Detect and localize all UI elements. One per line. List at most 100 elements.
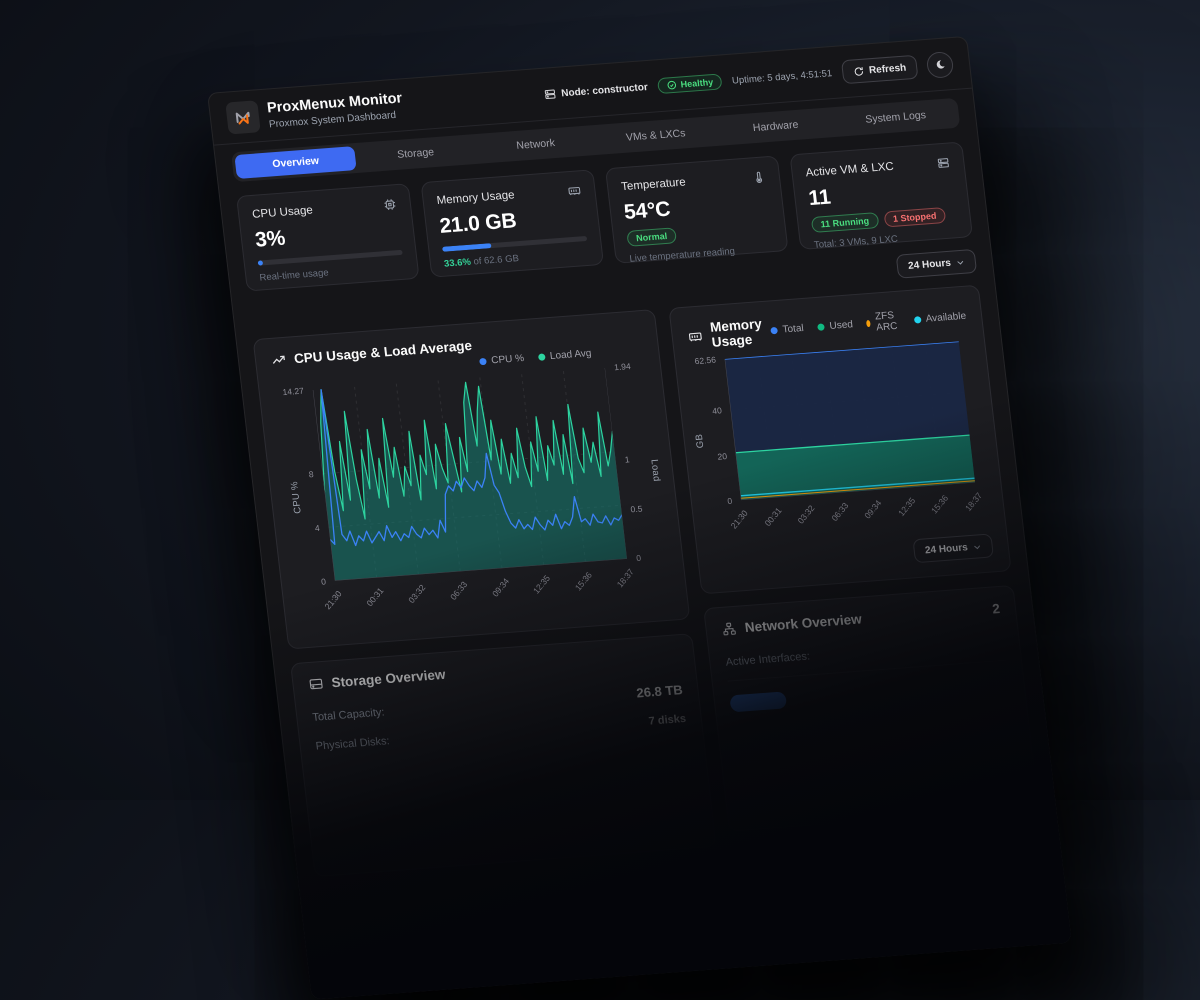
legend-item: Used (817, 319, 853, 333)
temperature-caption: Live temperature reading (628, 245, 736, 265)
theme-toggle-button[interactable] (925, 51, 955, 79)
storage-overview-card: Storage Overview Total Capacity: 26.8 TB… (290, 633, 717, 878)
series-line-CPU % (313, 368, 624, 547)
charts-grid: CPU Usage & Load Average CPU % Load Avg 1… (252, 284, 1041, 878)
network-icon (723, 622, 737, 636)
refresh-button[interactable]: Refresh (840, 54, 919, 85)
legend-item: ZFS ARC (866, 310, 902, 334)
memory-icon (568, 186, 581, 196)
memory-chart: 62.56 40 20 0 21:30 00:31 03:32 06:33 09:34 12:3… (690, 335, 990, 547)
network-overview-card: Network Overview 2 Active Interfaces: (703, 584, 1040, 832)
axis-tick: 62.56 (694, 354, 717, 367)
x-axis-label: 21:30 (322, 588, 344, 612)
trending-up-icon (272, 355, 285, 364)
axis-tick: 20 (716, 450, 728, 462)
x-axis-label: 18:37 (962, 490, 985, 514)
vm-running-badge: 11 Running (810, 212, 879, 233)
legend-dot (866, 319, 872, 327)
vm-stack-icon (937, 158, 949, 168)
x-axis-label: 06:33 (447, 579, 469, 602)
memory-caption: 33.6% of 62.6 GB (443, 253, 520, 270)
axis-tick: 8 (308, 469, 315, 480)
x-axis-label: 09:34 (862, 497, 884, 521)
series-area-Load Avg (320, 382, 628, 581)
x-axis-label: 12:35 (531, 573, 553, 596)
node-name: Node: constructor (560, 81, 649, 99)
y-axis-line (313, 390, 335, 581)
refresh-icon (854, 66, 863, 76)
vm-stopped-badge: 1 Stopped (883, 207, 947, 228)
x-axis-label: 18:37 (614, 566, 637, 590)
series-line-Available (741, 478, 975, 496)
axis-tick: 1.94 (613, 361, 632, 373)
health-badge: Healthy (656, 73, 723, 95)
cpu-load-chart-card: CPU Usage & Load Average CPU % Load Avg 1… (252, 309, 691, 650)
chevron-down-icon (974, 544, 981, 549)
x-axis-label: 21:30 (728, 508, 750, 531)
x-axis-label: 03:32 (406, 582, 428, 606)
legend-dot (817, 322, 825, 331)
vm-card-title: Active VM & LXC (805, 160, 895, 180)
y-axis-line (725, 359, 741, 500)
legend-item: Load Avg (537, 348, 592, 363)
active-vm-lxc-card: Active VM & LXC 11 11 Running 1 Stopped … (789, 141, 974, 251)
storage-title: Storage Overview (330, 666, 447, 691)
axis-tick: 14.27 (281, 385, 305, 398)
app-titles: ProxMenux Monitor Proxmox System Dashboa… (266, 91, 404, 131)
vm-caption: Total: 3 VMs, 9 LXC (813, 233, 899, 251)
proxmenux-m-icon (235, 111, 250, 125)
cpu-card-title: CPU Usage (251, 204, 314, 221)
memory-plot (724, 341, 976, 501)
temperature-card: Temperature 54°C Normal Live temperature… (604, 155, 789, 265)
x-axis-line (335, 559, 627, 581)
moon-icon (936, 60, 945, 69)
proxmenux-logo (225, 100, 261, 135)
legend-item: Total (770, 322, 804, 335)
chevron-down-icon (957, 260, 964, 265)
x-axis-label: 15:36 (573, 569, 595, 593)
memory-chart-title: Memory Usage (709, 316, 763, 350)
cpu-value: 3% (253, 226, 287, 252)
legend-dot (913, 315, 922, 324)
memory-icon (689, 332, 702, 341)
memory-value: 21.0 GB (438, 209, 518, 238)
right-column: Memory Usage Total Used ZFS ARC Available 6… (668, 284, 1040, 832)
cpu-usage-card: CPU Usage 3% Real-time usage (236, 183, 420, 292)
series-line-Used (736, 435, 970, 453)
node-label: Node: constructor (544, 81, 649, 101)
active-interfaces-row: Active Interfaces: (724, 631, 1006, 682)
x-axis-line (741, 482, 975, 500)
time-range-bar: 24 Hours (248, 248, 978, 327)
proxmenux-dashboard: ProxMenux Monitor Proxmox System Dashboa… (207, 35, 1072, 1000)
series-area-Used (735, 435, 976, 501)
x-axis-label: 03:32 (795, 503, 817, 526)
interface-badge (729, 691, 788, 713)
total-capacity-value: 26.8 TB (635, 682, 684, 701)
physical-disks-value: 7 disks (648, 712, 687, 728)
network-title: Network Overview (743, 611, 863, 636)
legend-item: Available (913, 310, 967, 325)
main-content: CPU Usage 3% Real-time usage Memory Usag… (218, 126, 1058, 892)
legend-dot (770, 326, 778, 334)
axis-tick: 0.5 (629, 503, 643, 514)
memory-chart-card: Memory Usage Total Used ZFS ARC Available 6… (668, 284, 1012, 595)
vm-count-value: 11 (807, 185, 832, 211)
active-interfaces-count: 2 (991, 601, 1001, 617)
legend-item: CPU % (478, 353, 525, 367)
memory-card-title: Memory Usage (436, 189, 516, 208)
stat-cards-row: CPU Usage 3% Real-time usage Memory Usag… (236, 141, 974, 292)
memory-time-range-select[interactable]: 24 Hours (912, 533, 994, 564)
axis-tick: 4 (314, 522, 321, 534)
series-line-ZFS ARC (741, 481, 975, 499)
x-axis-label: 15:36 (929, 492, 951, 516)
logo-group: ProxMenux Monitor Proxmox System Dashboa… (225, 89, 405, 135)
axis-tick: 0 (726, 495, 733, 507)
x-axis-label: 09:34 (489, 576, 511, 599)
time-range-select[interactable]: 24 Hours (895, 248, 978, 279)
x-axis-label: 12:35 (896, 495, 918, 519)
check-circle-icon (667, 80, 676, 90)
series-line-Load Avg (313, 368, 621, 522)
memory-usage-card: Memory Usage 21.0 GB 33.6% of 62.6 GB (420, 169, 605, 278)
server-icon (544, 89, 556, 100)
cpu-load-chart: 14.27 8 4 0 1.94 1 0.5 0 21:30 00:31 03:32 06:33 0… (281, 361, 662, 612)
